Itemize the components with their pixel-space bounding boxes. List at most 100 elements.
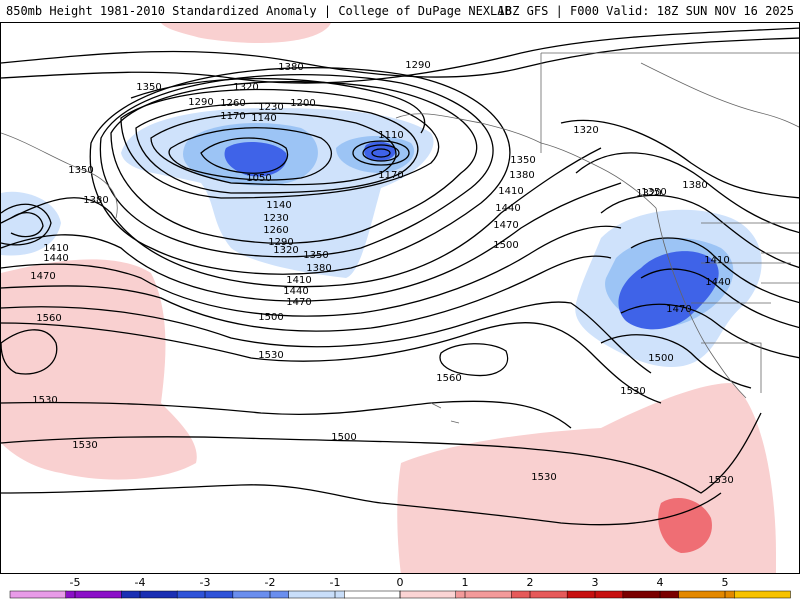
contour-line (575, 152, 799, 234)
contour-line (1, 182, 622, 302)
contour-line (1, 484, 722, 526)
contour-line (560, 119, 799, 199)
contour-label: 1290 (405, 60, 430, 71)
contour-line (1, 329, 58, 375)
contour-label: 1170 (378, 170, 403, 181)
colorbar-swatch (121, 590, 178, 599)
contour-label: 1530 (620, 386, 645, 397)
contour-label: 1530 (708, 475, 733, 486)
colorbar-swatch (232, 590, 290, 599)
colorbar-swatch (734, 590, 791, 599)
colorbar-tick-label: 2 (527, 576, 534, 589)
contour-line (620, 303, 799, 359)
model-run-info: 18Z GFS | F000 Valid: 18Z SUN NOV 16 202… (497, 4, 794, 18)
contour-label: 1410 (498, 186, 523, 197)
colorbar-tick-label: 1 (462, 576, 469, 589)
contour-label: 1440 (705, 277, 730, 288)
coastline (540, 52, 799, 153)
colorbar-tick-label: 5 (722, 576, 729, 589)
colorbar-tick-label: -3 (200, 576, 211, 589)
contour-label: 1350 (510, 155, 535, 166)
contour-line (1, 321, 662, 404)
contour-label: 1440 (283, 286, 308, 297)
contour-label: 1290 (188, 97, 213, 108)
contour-line (1, 147, 602, 288)
colorbar-tick-label: 0 (397, 576, 404, 589)
contour-label: 1440 (495, 203, 520, 214)
height-contours (1, 27, 799, 526)
contour-line (10, 212, 44, 238)
contour-label: 1410 (43, 243, 68, 254)
contour-label: 1350 (68, 165, 93, 176)
positive-anomaly-area (1, 259, 197, 480)
contour-line (1, 27, 799, 84)
contour-line (600, 194, 799, 269)
contour-label: 1530 (32, 395, 57, 406)
contour-label: 1470 (666, 304, 691, 315)
colorbar-swatch (511, 590, 568, 599)
contour-line (640, 268, 799, 329)
contour-line (439, 343, 509, 377)
map-panel: 1380 1350 1320 1290 1260 1230 1200 1170 1140 1110… (0, 22, 800, 574)
contour-label: 1410 (704, 255, 729, 266)
contour-label: 1500 (493, 240, 518, 251)
contour-line (1, 400, 572, 429)
colorbar-tick-label: -5 (70, 576, 81, 589)
contour-line (371, 148, 391, 158)
colorbar-swatch (622, 590, 680, 599)
contour-line (630, 237, 799, 304)
contour-line (1, 203, 52, 246)
contour-label: 1380 (682, 180, 707, 191)
contour-label: 1230 (263, 213, 288, 224)
contour-label: 1260 (220, 98, 245, 109)
coastline (640, 62, 799, 128)
contour-label: 1410 (286, 275, 311, 286)
colorbar-canvas: -5 -4 -3 -2 -1 0 1 2 3 4 5 (9, 576, 791, 599)
colorbar-tick-label: 3 (592, 576, 599, 589)
contour-label: 1500 (648, 353, 673, 364)
contour-label: 1530 (72, 440, 97, 451)
contour-label: 1470 (30, 271, 55, 282)
contour-label: 1320 (273, 245, 298, 256)
contour-label: 1320 (233, 82, 258, 93)
contour-label: 1530 (531, 472, 556, 483)
coastlines (1, 52, 799, 424)
colorbar-swatch (344, 590, 401, 599)
coastline (761, 222, 799, 284)
contour-line (120, 88, 440, 199)
coastline (691, 222, 791, 304)
contour-label: 1500 (258, 312, 283, 323)
colorbar-tick-label: 4 (657, 576, 664, 589)
contour-label: 1050 (246, 173, 271, 184)
contour-line (110, 80, 478, 244)
colorbar-tick-label: -2 (265, 576, 276, 589)
contour-label: 1380 (278, 62, 303, 73)
contour-line (1, 301, 652, 374)
contour-line (135, 102, 419, 194)
title-bar: 850mb Height 1981-2010 Standardized Anom… (0, 0, 800, 22)
contour-line (1, 412, 762, 494)
positive-anomaly-area (658, 498, 712, 553)
contour-label: 1500 (331, 432, 356, 443)
contour-line (362, 144, 400, 162)
contour-label: 1140 (251, 113, 276, 124)
contour-label: 1350 (641, 187, 666, 198)
anomaly-shading (1, 23, 776, 573)
contour-label: 1350 (303, 250, 328, 261)
coastline (655, 207, 747, 399)
contour-label: 1440 (43, 253, 68, 264)
contour-label: 1170 (220, 111, 245, 122)
coastline (701, 342, 762, 393)
contour-line (99, 74, 494, 258)
colorbar-swatch (288, 590, 346, 599)
negative-anomaly-area (1, 191, 61, 256)
contour-label: 1320 (573, 125, 598, 136)
contour-label: 1380 (306, 263, 331, 274)
contour-line (89, 67, 511, 275)
colorbar-tick-label: -4 (135, 576, 146, 589)
colorbar-swatch (678, 590, 736, 599)
contour-label: 1290 (268, 237, 293, 248)
